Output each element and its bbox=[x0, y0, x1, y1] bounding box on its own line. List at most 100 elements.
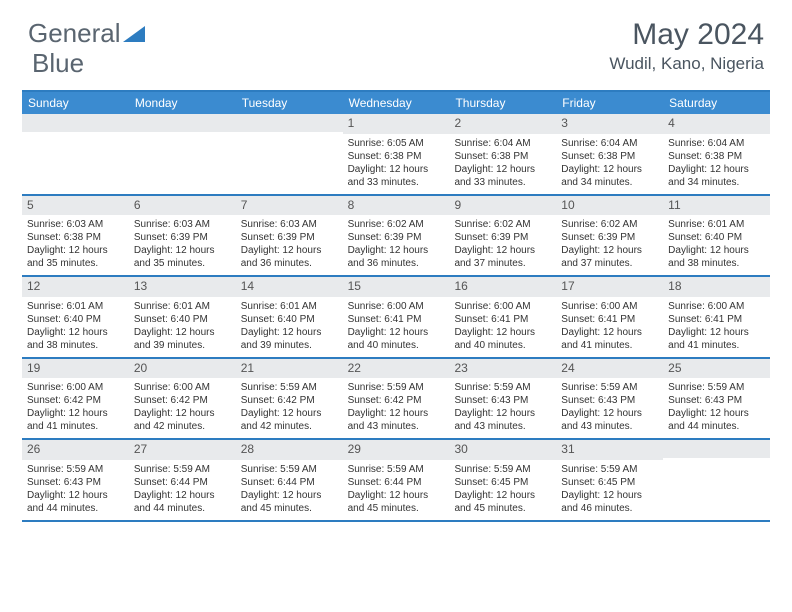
sunset-line: Sunset: 6:41 PM bbox=[561, 313, 658, 326]
day-cell bbox=[663, 440, 770, 520]
daylight-line: Daylight: 12 hours and 43 minutes. bbox=[348, 407, 445, 433]
sunrise-line: Sunrise: 6:03 AM bbox=[27, 218, 124, 231]
day-number bbox=[22, 114, 129, 132]
sunrise-line: Sunrise: 6:05 AM bbox=[348, 137, 445, 150]
day-cell: 15Sunrise: 6:00 AMSunset: 6:41 PMDayligh… bbox=[343, 277, 450, 357]
day-number: 9 bbox=[449, 196, 556, 216]
day-number: 15 bbox=[343, 277, 450, 297]
day-number bbox=[236, 114, 343, 132]
sunset-line: Sunset: 6:40 PM bbox=[134, 313, 231, 326]
day-number: 6 bbox=[129, 196, 236, 216]
daylight-line: Daylight: 12 hours and 36 minutes. bbox=[241, 244, 338, 270]
sunrise-line: Sunrise: 6:03 AM bbox=[241, 218, 338, 231]
daylight-line: Daylight: 12 hours and 34 minutes. bbox=[561, 163, 658, 189]
day-cell: 29Sunrise: 5:59 AMSunset: 6:44 PMDayligh… bbox=[343, 440, 450, 520]
day-cell: 18Sunrise: 6:00 AMSunset: 6:41 PMDayligh… bbox=[663, 277, 770, 357]
day-body: Sunrise: 6:05 AMSunset: 6:38 PMDaylight:… bbox=[343, 134, 450, 194]
sunrise-line: Sunrise: 5:59 AM bbox=[668, 381, 765, 394]
sunrise-line: Sunrise: 5:59 AM bbox=[134, 463, 231, 476]
day-cell: 10Sunrise: 6:02 AMSunset: 6:39 PMDayligh… bbox=[556, 196, 663, 276]
sunset-line: Sunset: 6:38 PM bbox=[561, 150, 658, 163]
daylight-line: Daylight: 12 hours and 45 minutes. bbox=[454, 489, 551, 515]
day-body: Sunrise: 5:59 AMSunset: 6:43 PMDaylight:… bbox=[663, 378, 770, 438]
day-number: 5 bbox=[22, 196, 129, 216]
day-number: 26 bbox=[22, 440, 129, 460]
weekday-header: Saturday bbox=[663, 92, 770, 114]
day-cell: 30Sunrise: 5:59 AMSunset: 6:45 PMDayligh… bbox=[449, 440, 556, 520]
day-number: 18 bbox=[663, 277, 770, 297]
sunrise-line: Sunrise: 6:00 AM bbox=[27, 381, 124, 394]
sunrise-line: Sunrise: 6:02 AM bbox=[454, 218, 551, 231]
sunrise-line: Sunrise: 6:04 AM bbox=[561, 137, 658, 150]
sunset-line: Sunset: 6:39 PM bbox=[241, 231, 338, 244]
daylight-line: Daylight: 12 hours and 41 minutes. bbox=[27, 407, 124, 433]
title-block: May 2024 Wudil, Kano, Nigeria bbox=[609, 18, 764, 74]
daylight-line: Daylight: 12 hours and 41 minutes. bbox=[668, 326, 765, 352]
week-row: 1Sunrise: 6:05 AMSunset: 6:38 PMDaylight… bbox=[22, 114, 770, 196]
sunrise-line: Sunrise: 5:59 AM bbox=[241, 463, 338, 476]
day-cell: 2Sunrise: 6:04 AMSunset: 6:38 PMDaylight… bbox=[449, 114, 556, 194]
day-cell: 14Sunrise: 6:01 AMSunset: 6:40 PMDayligh… bbox=[236, 277, 343, 357]
sunrise-line: Sunrise: 5:59 AM bbox=[348, 381, 445, 394]
sunrise-line: Sunrise: 6:00 AM bbox=[561, 300, 658, 313]
day-number: 12 bbox=[22, 277, 129, 297]
logo: General bbox=[28, 18, 146, 49]
weekday-header: Friday bbox=[556, 92, 663, 114]
triangle-icon bbox=[123, 18, 145, 49]
daylight-line: Daylight: 12 hours and 34 minutes. bbox=[668, 163, 765, 189]
daylight-line: Daylight: 12 hours and 33 minutes. bbox=[454, 163, 551, 189]
daylight-line: Daylight: 12 hours and 40 minutes. bbox=[348, 326, 445, 352]
day-number: 1 bbox=[343, 114, 450, 134]
logo-text-1: General bbox=[28, 18, 121, 49]
daylight-line: Daylight: 12 hours and 43 minutes. bbox=[561, 407, 658, 433]
day-number: 13 bbox=[129, 277, 236, 297]
sunset-line: Sunset: 6:39 PM bbox=[348, 231, 445, 244]
day-cell: 20Sunrise: 6:00 AMSunset: 6:42 PMDayligh… bbox=[129, 359, 236, 439]
daylight-line: Daylight: 12 hours and 44 minutes. bbox=[27, 489, 124, 515]
day-body: Sunrise: 6:00 AMSunset: 6:41 PMDaylight:… bbox=[663, 297, 770, 357]
day-number: 20 bbox=[129, 359, 236, 379]
day-number: 24 bbox=[556, 359, 663, 379]
weekday-header: Thursday bbox=[449, 92, 556, 114]
sunset-line: Sunset: 6:41 PM bbox=[454, 313, 551, 326]
day-number: 19 bbox=[22, 359, 129, 379]
sunset-line: Sunset: 6:39 PM bbox=[454, 231, 551, 244]
day-cell: 23Sunrise: 5:59 AMSunset: 6:43 PMDayligh… bbox=[449, 359, 556, 439]
sunrise-line: Sunrise: 6:01 AM bbox=[134, 300, 231, 313]
sunset-line: Sunset: 6:42 PM bbox=[241, 394, 338, 407]
day-body: Sunrise: 5:59 AMSunset: 6:45 PMDaylight:… bbox=[556, 460, 663, 520]
sunrise-line: Sunrise: 6:02 AM bbox=[348, 218, 445, 231]
day-cell: 25Sunrise: 5:59 AMSunset: 6:43 PMDayligh… bbox=[663, 359, 770, 439]
day-body: Sunrise: 6:03 AMSunset: 6:38 PMDaylight:… bbox=[22, 215, 129, 275]
day-number: 28 bbox=[236, 440, 343, 460]
day-cell: 5Sunrise: 6:03 AMSunset: 6:38 PMDaylight… bbox=[22, 196, 129, 276]
sunset-line: Sunset: 6:45 PM bbox=[561, 476, 658, 489]
weekday-header-row: SundayMondayTuesdayWednesdayThursdayFrid… bbox=[22, 92, 770, 114]
day-number: 17 bbox=[556, 277, 663, 297]
sunset-line: Sunset: 6:38 PM bbox=[668, 150, 765, 163]
day-body: Sunrise: 6:01 AMSunset: 6:40 PMDaylight:… bbox=[236, 297, 343, 357]
daylight-line: Daylight: 12 hours and 46 minutes. bbox=[561, 489, 658, 515]
day-cell: 28Sunrise: 5:59 AMSunset: 6:44 PMDayligh… bbox=[236, 440, 343, 520]
day-cell: 21Sunrise: 5:59 AMSunset: 6:42 PMDayligh… bbox=[236, 359, 343, 439]
day-body: Sunrise: 6:04 AMSunset: 6:38 PMDaylight:… bbox=[663, 134, 770, 194]
sunrise-line: Sunrise: 6:00 AM bbox=[454, 300, 551, 313]
day-number: 16 bbox=[449, 277, 556, 297]
sunset-line: Sunset: 6:44 PM bbox=[348, 476, 445, 489]
day-number: 7 bbox=[236, 196, 343, 216]
day-body: Sunrise: 6:03 AMSunset: 6:39 PMDaylight:… bbox=[129, 215, 236, 275]
day-number: 29 bbox=[343, 440, 450, 460]
day-number: 30 bbox=[449, 440, 556, 460]
daylight-line: Daylight: 12 hours and 36 minutes. bbox=[348, 244, 445, 270]
daylight-line: Daylight: 12 hours and 42 minutes. bbox=[241, 407, 338, 433]
day-body: Sunrise: 5:59 AMSunset: 6:43 PMDaylight:… bbox=[556, 378, 663, 438]
sunset-line: Sunset: 6:44 PM bbox=[241, 476, 338, 489]
daylight-line: Daylight: 12 hours and 41 minutes. bbox=[561, 326, 658, 352]
day-body: Sunrise: 6:01 AMSunset: 6:40 PMDaylight:… bbox=[129, 297, 236, 357]
sunrise-line: Sunrise: 6:02 AM bbox=[561, 218, 658, 231]
daylight-line: Daylight: 12 hours and 44 minutes. bbox=[134, 489, 231, 515]
day-body: Sunrise: 6:04 AMSunset: 6:38 PMDaylight:… bbox=[449, 134, 556, 194]
daylight-line: Daylight: 12 hours and 44 minutes. bbox=[668, 407, 765, 433]
day-body: Sunrise: 6:00 AMSunset: 6:41 PMDaylight:… bbox=[343, 297, 450, 357]
day-cell: 3Sunrise: 6:04 AMSunset: 6:38 PMDaylight… bbox=[556, 114, 663, 194]
